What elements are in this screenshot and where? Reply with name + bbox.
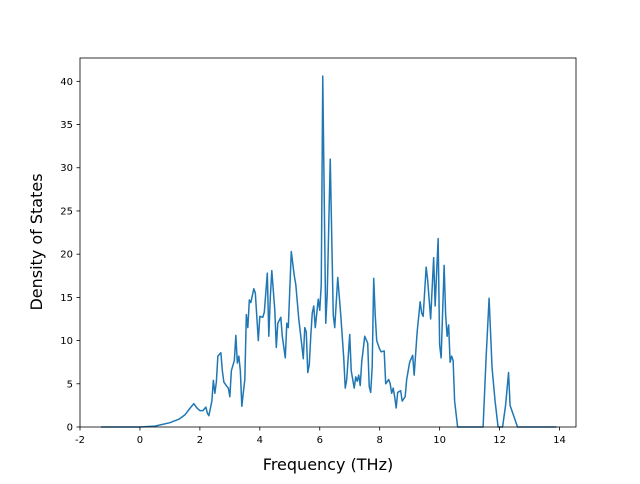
x-tick-label: 4 <box>257 435 263 446</box>
x-tick-label: 2 <box>197 435 203 446</box>
y-tick-label: 40 <box>60 77 73 88</box>
x-tick-label: 8 <box>377 435 383 446</box>
x-tick-label: 0 <box>137 435 143 446</box>
y-tick-label: 5 <box>67 379 73 390</box>
y-tick-label: 35 <box>60 120 73 131</box>
data-line <box>100 75 557 428</box>
x-tick-label: 10 <box>433 435 446 446</box>
y-tick-label: 30 <box>60 163 73 174</box>
y-axis-label: Density of States <box>27 173 46 310</box>
y-tick-label: 10 <box>60 336 73 347</box>
x-tick-label: 12 <box>493 435 506 446</box>
x-tick-label: 6 <box>317 435 323 446</box>
x-axis-label: Frequency (THz) <box>263 455 393 474</box>
y-tick-label: 20 <box>60 250 73 261</box>
y-tick-label: 0 <box>67 423 73 434</box>
plot-frame <box>79 57 577 428</box>
x-tick-label: -2 <box>75 435 85 446</box>
x-tick-label: 14 <box>553 435 566 446</box>
y-tick-label: 25 <box>60 206 73 217</box>
y-tick-label: 15 <box>60 293 73 304</box>
